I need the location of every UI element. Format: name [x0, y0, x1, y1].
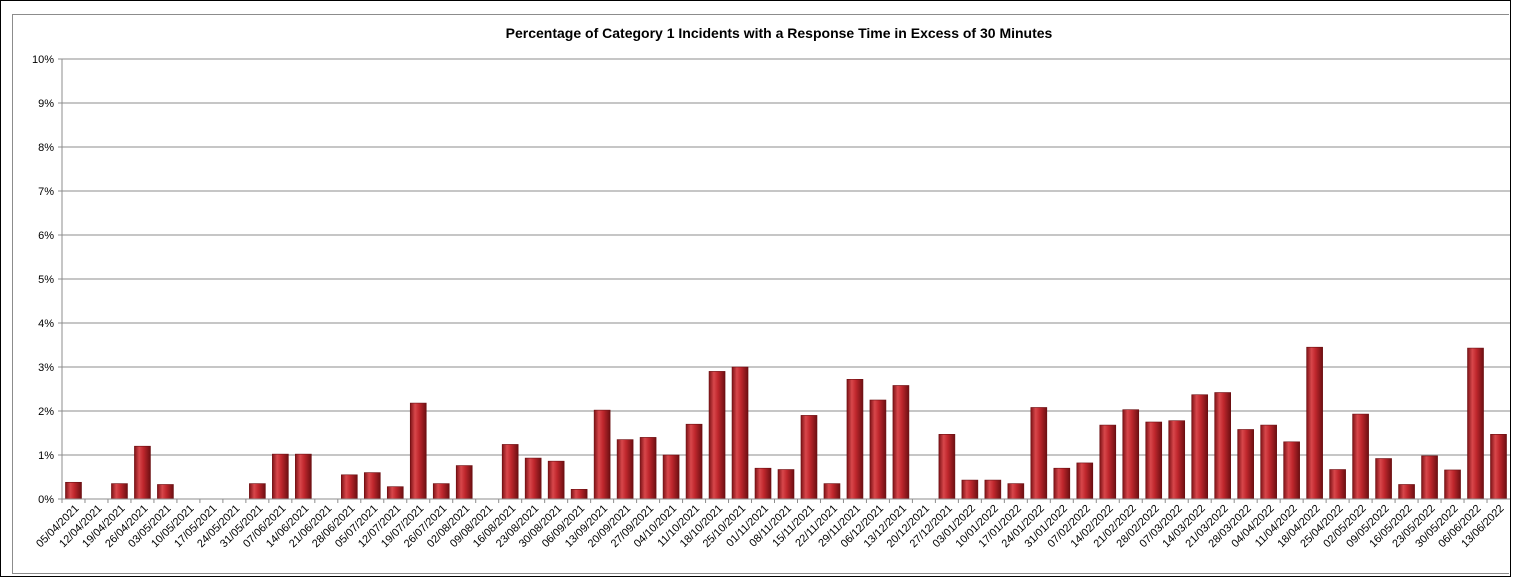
y-tick-label: 8%	[38, 142, 54, 154]
bar	[363, 472, 381, 500]
bar	[409, 402, 427, 500]
bar	[1329, 469, 1346, 500]
bar	[1375, 458, 1392, 500]
bar	[823, 483, 841, 500]
bar	[639, 437, 657, 500]
bar	[547, 460, 565, 500]
bar	[1030, 407, 1048, 500]
bar-chart: Percentage of Category 1 Incidents with …	[32, 25, 1510, 550]
y-tick-label: 4%	[38, 318, 54, 330]
bar	[272, 453, 289, 500]
bar	[1076, 462, 1094, 500]
bar	[1237, 429, 1254, 500]
chart-area: Percentage of Category 1 Incidents with …	[12, 14, 1510, 574]
y-tick-label: 9%	[38, 98, 54, 110]
bar	[1145, 421, 1163, 500]
bar	[616, 439, 634, 500]
bar	[892, 385, 910, 500]
bar	[938, 434, 956, 500]
bar	[685, 423, 703, 500]
bar	[249, 483, 266, 500]
bar	[341, 474, 358, 500]
bar	[731, 366, 749, 500]
bar	[1122, 409, 1140, 500]
bar	[386, 486, 404, 500]
bar	[869, 399, 887, 500]
bar	[455, 465, 473, 500]
y-tick-label: 7%	[38, 186, 54, 198]
gridlines	[62, 58, 1510, 456]
bar	[777, 469, 795, 500]
bar	[1283, 441, 1300, 500]
y-tick-label: 3%	[38, 362, 54, 374]
bar	[961, 479, 979, 500]
y-tick-label: 2%	[38, 406, 54, 418]
bar	[1352, 413, 1369, 500]
bar	[1260, 424, 1277, 500]
bar	[1490, 434, 1507, 500]
bar	[134, 445, 151, 500]
bar	[1444, 469, 1461, 500]
bar	[295, 453, 312, 500]
chart-title: Percentage of Category 1 Incidents with …	[506, 25, 1053, 41]
y-axis-ticks: 0% 1% 2% 3% 4% 5% 6% 7% 8% 9% 10%	[32, 54, 62, 506]
bar	[1007, 483, 1025, 500]
bar	[524, 457, 542, 500]
bar	[754, 467, 772, 500]
bar	[570, 489, 588, 500]
bar	[1168, 420, 1186, 500]
bar	[1191, 394, 1209, 500]
y-tick-label: 0%	[38, 494, 54, 506]
bar	[1099, 424, 1117, 500]
y-tick-label: 5%	[38, 274, 54, 286]
bar	[1421, 455, 1438, 500]
bar	[432, 483, 450, 500]
bar	[111, 483, 128, 500]
bar	[593, 409, 611, 500]
y-tick-label: 1%	[38, 450, 54, 462]
bar	[157, 484, 174, 500]
bar	[708, 371, 726, 500]
bar	[1467, 347, 1484, 500]
bar	[1214, 392, 1231, 500]
y-tick-label: 6%	[38, 230, 54, 242]
bar	[1053, 467, 1071, 500]
bar	[1306, 346, 1323, 500]
bar	[65, 481, 82, 500]
x-axis-ticks: 05/04/202112/04/202119/04/202126/04/2021…	[34, 499, 1507, 550]
bar	[846, 379, 864, 500]
bar	[1398, 484, 1415, 500]
bar	[662, 454, 680, 500]
axes	[61, 59, 1510, 500]
bar	[501, 444, 519, 500]
bars	[65, 346, 1507, 500]
y-tick-label: 10%	[32, 54, 54, 66]
bar	[984, 479, 1002, 500]
bar	[800, 415, 818, 500]
